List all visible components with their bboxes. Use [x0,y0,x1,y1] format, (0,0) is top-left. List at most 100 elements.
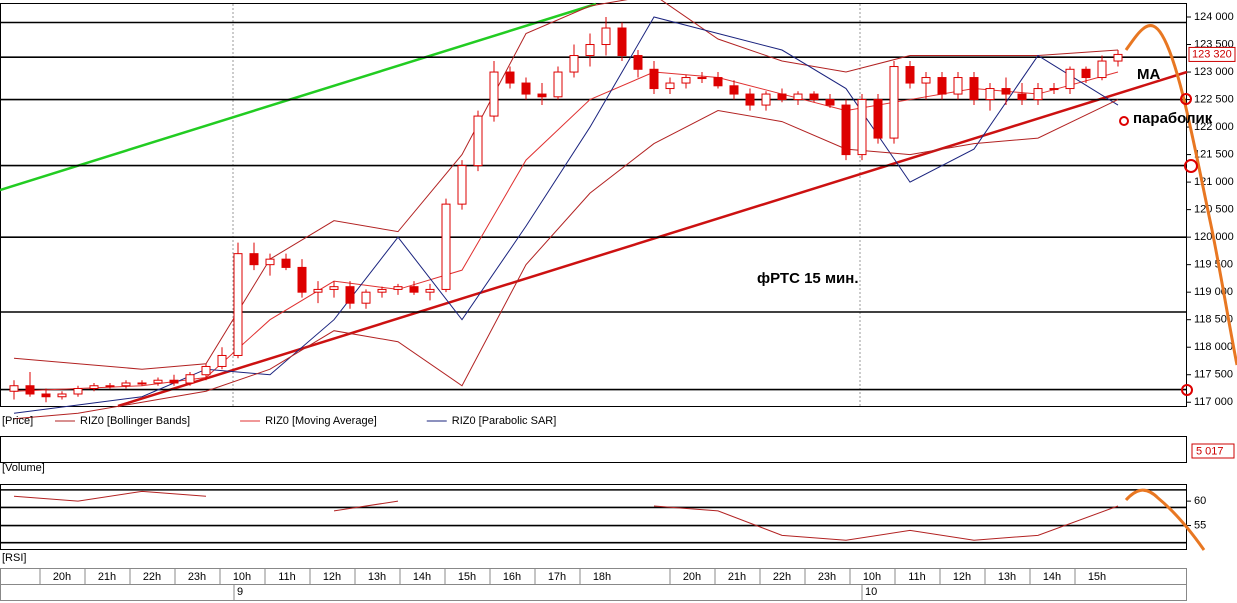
chart-title: фРТС 15 мин. [757,270,859,287]
y-tick-label: 122 000 [1194,121,1234,133]
candle-body [249,253,259,266]
candle-body [953,77,963,95]
y-tick-label: 119 500 [1194,259,1233,271]
candle-body [297,266,307,293]
candle-body [569,55,579,73]
candle-body [985,88,995,101]
candle-body [489,71,499,117]
candle-body [553,71,563,98]
candle-body [473,115,483,167]
y-tick-label: 121 500 [1194,148,1234,160]
candle-body [601,27,611,46]
x-tick-label: 22h [143,571,161,583]
candle-body [841,104,851,156]
candle-body [761,93,771,106]
y-tick-label: 118 000 [1194,341,1233,353]
candle-body [425,288,435,293]
x-tick-label: 23h [818,571,836,583]
y-tick-label: 119 000 [1194,286,1233,298]
forecast-curve [1124,24,1237,366]
candle-body [57,393,67,398]
candle-body [409,286,419,293]
candle-body [377,288,387,293]
candle-body [745,93,755,106]
candle-body [1049,88,1059,91]
candle-body [329,286,339,290]
candle-body [41,393,51,398]
x-tick-label: 12h [323,571,341,583]
last-price-box [1188,46,1236,62]
y-tick-label: 124 000 [1194,11,1234,23]
candle-body [713,77,723,87]
y-tick-label: 123 000 [1194,66,1234,78]
last-price: 123 320 [1192,48,1232,60]
legend-label: RIZ0 [Bollinger Bands] [80,415,190,427]
candle-body [1033,88,1043,101]
candle-body [697,77,707,80]
trend-line-red [117,70,1188,408]
candle-body [25,385,35,395]
volume-panel [0,436,1187,463]
x-tick-label: 11h [278,571,296,583]
trend-line-green [0,2,597,192]
candle-body [1081,68,1091,79]
x-tick-label: 13h [368,571,386,583]
y-tick-label: 122 500 [1194,93,1234,105]
candle-body [809,93,819,101]
candle-body [889,66,899,139]
x-tick-label: 18h [593,571,611,583]
panel-label: [RSI] [2,552,26,564]
candle-body [521,82,531,95]
x-tick-label: 15h [1088,571,1106,583]
candle-body [169,379,179,384]
x-tick-label: 20h [53,571,71,583]
y-tick-label: 55 [1194,519,1206,531]
candle-body [393,286,403,290]
y-tick-label: 117 000 [1194,396,1233,408]
annotation: МА [1137,66,1160,83]
candle-body [537,93,547,98]
x-tick-label: 20h [683,571,701,583]
day-label: 10 [865,586,877,598]
candle-body [361,291,371,304]
x-tick-label: 23h [188,571,206,583]
candle-body [233,253,243,356]
candle-body [617,27,627,57]
legend-label: RIZ0 [Parabolic SAR] [452,415,557,427]
x-tick-label: 11h [908,571,926,583]
candle-body [1017,93,1027,101]
volume-last: 5 017 [1196,445,1224,457]
x-tick-label: 17h [548,571,566,583]
candle-body [153,379,163,384]
day-label: 9 [237,586,243,598]
x-tick-label: 13h [998,571,1016,583]
candle-body [457,165,467,205]
candle-body [825,99,835,106]
candle-body [185,374,195,384]
rsi-panel [0,484,1187,550]
candle-body [201,365,211,376]
candle-body [905,66,915,84]
annotation: параболик [1133,110,1213,127]
x-tick-label: 21h [728,571,746,583]
x-tick-label: 12h [953,571,971,583]
candle-body [313,288,323,293]
indicator-line [13,71,1119,392]
y-tick-label: 118 500 [1194,314,1233,326]
candle-body [345,286,355,304]
indicator-line [13,0,1119,370]
legend-label: RIZ0 [Moving Average] [265,415,377,427]
panel-label: [Price] [2,415,33,427]
y-tick-label: 120 500 [1194,204,1234,216]
candle-body [681,77,691,84]
x-tick-label: 14h [413,571,431,583]
candle-body [73,387,83,395]
candle-body [921,77,931,84]
x-tick-label: 16h [503,571,521,583]
candle-body [873,99,883,139]
candle-body [105,385,115,388]
candle-body [969,77,979,101]
